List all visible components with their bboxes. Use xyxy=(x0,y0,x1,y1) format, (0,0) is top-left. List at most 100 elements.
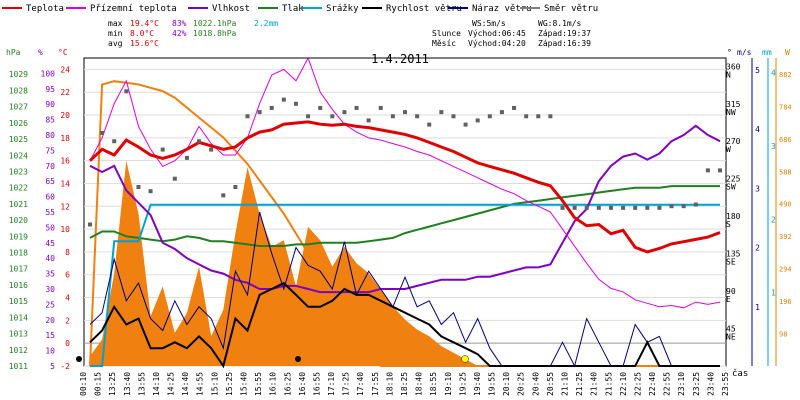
tick-hpa: 1022 xyxy=(9,184,28,193)
tick-time: 13:40 xyxy=(123,372,132,396)
wind-direction-point xyxy=(548,114,553,119)
tick-direction: SW xyxy=(726,183,736,192)
legend-label: Teplota xyxy=(26,4,64,14)
tick-pct: 45 xyxy=(45,239,55,248)
tick-ms: 1 xyxy=(755,303,760,312)
tick-time: 20:25 xyxy=(517,372,526,396)
tick-hpa: 1019 xyxy=(9,232,28,241)
tick-direction: 225 xyxy=(726,175,741,184)
tick-time: 19:40 xyxy=(473,372,482,396)
wind-direction-point xyxy=(451,114,456,119)
temperature-line xyxy=(88,120,721,254)
wind-direction-point xyxy=(403,110,407,115)
tick-temp: 20 xyxy=(60,111,70,120)
wind-direction-point xyxy=(257,110,262,115)
info-wg: WG:8.1m/s xyxy=(538,19,582,28)
stat-avg-temp: 15.6°C xyxy=(130,39,159,48)
tick-direction: W xyxy=(726,145,731,154)
tick-time: 14:55 xyxy=(196,372,205,396)
tick-temp: 8 xyxy=(65,248,70,257)
tick-w: 784 xyxy=(779,103,792,111)
tick-w: 294 xyxy=(779,266,792,274)
stat-max-label: max xyxy=(108,19,123,28)
wind-direction-point xyxy=(136,185,141,190)
tick-hpa: 1012 xyxy=(9,346,28,355)
tick-time: 20:10 xyxy=(502,372,511,396)
tick-pct: 30 xyxy=(45,285,55,294)
wind-direction-point xyxy=(281,97,286,102)
tick-time: 20:55 xyxy=(546,372,555,396)
tick-temp: 2 xyxy=(65,316,70,325)
wind-direction-point xyxy=(681,204,686,209)
tick-mm: 4 xyxy=(771,69,776,78)
tick-w: 98 xyxy=(779,331,787,339)
tick-time: 23:25 xyxy=(692,372,701,396)
axis-unit-pct: % xyxy=(38,48,43,57)
tick-direction: SE xyxy=(726,258,736,267)
wind-direction-point xyxy=(88,222,92,227)
tick-time: 18:40 xyxy=(415,372,424,396)
humidity-line xyxy=(89,124,721,294)
wind-direction-point xyxy=(245,114,250,119)
tick-w: 196 xyxy=(779,298,792,306)
ground-temperature-line xyxy=(89,56,721,309)
tick-temp: 12 xyxy=(60,202,70,211)
tick-mm: 2 xyxy=(771,215,776,224)
tick-time: 18:10 xyxy=(385,372,394,396)
wind-direction-point xyxy=(572,205,577,210)
tick-time: 22:55 xyxy=(663,372,672,396)
tick-hpa: 1017 xyxy=(9,265,28,274)
moon-rise-marker xyxy=(76,356,82,362)
info-sun-set: Západ:19:37 xyxy=(538,29,591,38)
wind-direction-point xyxy=(524,114,529,119)
legend-label: Srážky xyxy=(326,4,359,14)
tick-hpa: 1026 xyxy=(9,119,28,128)
wind-direction-point xyxy=(148,189,153,194)
tick-ms: 2 xyxy=(755,244,760,253)
stat-max-temp: 19.4°C xyxy=(130,19,159,28)
tick-hpa: 1028 xyxy=(9,86,28,95)
tick-time: 22:40 xyxy=(648,372,657,396)
tick-hpa: 1023 xyxy=(9,167,28,176)
tick-time: 16:55 xyxy=(312,372,321,396)
tick-w: 392 xyxy=(779,233,792,241)
tick-direction: N xyxy=(726,70,731,79)
legend-label: Směr větru xyxy=(544,4,598,14)
tick-hpa: 1020 xyxy=(9,216,28,225)
axis-unit-time: čas xyxy=(732,368,748,379)
tick-ms: 5 xyxy=(755,66,760,75)
tick-time: 14:10 xyxy=(152,372,161,396)
tick-direction: E xyxy=(726,295,731,304)
tick-hpa: 1011 xyxy=(9,362,28,371)
wind-direction-point xyxy=(209,147,214,152)
tick-pct: 75 xyxy=(45,146,55,155)
tick-time: 00:15 xyxy=(94,372,103,396)
stat-min-press: 1018.8hPa xyxy=(193,29,237,38)
tick-time: 13:25 xyxy=(108,372,117,396)
tick-time: 18:25 xyxy=(400,372,409,396)
wind-direction-point xyxy=(645,205,650,210)
tick-pct: 50 xyxy=(45,223,55,232)
stat-min-label: min xyxy=(108,29,123,38)
wind-direction-point xyxy=(475,118,480,123)
tick-hpa: 1013 xyxy=(9,330,28,339)
info-sun-rise: Východ:06:45 xyxy=(468,29,526,38)
info-moon-set: Západ:16:39 xyxy=(538,39,591,48)
tick-temp: 18 xyxy=(60,134,70,143)
tick-time: 14:40 xyxy=(181,372,190,396)
tick-direction: 270 xyxy=(726,137,741,146)
tick-hpa: 1021 xyxy=(9,200,28,209)
tick-temp: 0 xyxy=(65,339,70,348)
moon-set-marker xyxy=(295,356,301,362)
tick-time: 17:10 xyxy=(327,372,336,396)
tick-time: 23:55 xyxy=(721,372,730,396)
wind-direction-point xyxy=(233,185,238,190)
legend-label: Rychlost větru xyxy=(386,4,462,14)
stat-max-press: 1022.1hPa xyxy=(193,19,237,28)
wind-direction-point xyxy=(487,114,492,119)
tick-time: 18:55 xyxy=(429,372,438,396)
wind-direction-point xyxy=(124,89,129,94)
stat-avg-label: avg xyxy=(108,39,123,48)
tick-pct: 80 xyxy=(45,131,55,140)
